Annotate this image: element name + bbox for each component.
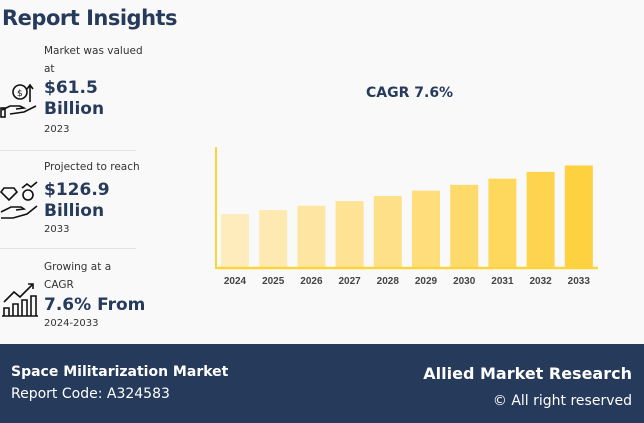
bar-2029 — [412, 190, 440, 267]
projected-value-card: Projected to reach $126.9 Billion 2033 — [0, 152, 140, 248]
copyright: © All right reserved — [492, 393, 632, 409]
x-tick-label: 2033 — [568, 276, 591, 287]
bar-2027 — [335, 201, 364, 267]
bar-2030 — [450, 184, 479, 267]
bar-2025 — [259, 210, 288, 267]
bar-2031 — [488, 178, 517, 267]
report-code: Report Code: A324583 — [11, 386, 170, 402]
x-tick-label: 2031 — [491, 276, 514, 287]
market-value-card: $ Market was valued at $61.5 Billion 202… — [0, 40, 143, 150]
card-label: Market was valued at — [44, 45, 143, 75]
card-label: Growing at a CAGR — [44, 261, 112, 291]
brand-name: Allied Market Research — [423, 364, 632, 383]
bar-2026 — [297, 205, 326, 267]
page-title: Report Insights — [2, 6, 178, 30]
bar-chart: 2024 2025 2026 2027 2028 2029 2030 2031 2032 2033 — [215, 147, 598, 287]
x-tick-label: 2027 — [338, 276, 361, 287]
card-year: 2023 — [44, 124, 70, 135]
footer: Space Militarization Market Report Code:… — [0, 344, 644, 423]
card-year: 2024-2033 — [44, 318, 99, 329]
market-name: Space Militarization Market — [11, 364, 229, 380]
card-value: $61.5 Billion — [44, 78, 105, 119]
x-tick-label: 2030 — [453, 276, 476, 287]
x-tick-label: 2029 — [415, 276, 438, 287]
card-value: 7.6% From — [44, 295, 146, 315]
hand-money-growth-icon: $ — [0, 83, 37, 118]
bar-2024 — [221, 214, 249, 267]
divider — [0, 248, 136, 249]
bar-2028 — [373, 196, 402, 267]
chart-title: CAGR 7.6% — [366, 85, 454, 101]
card-value: $126.9 Billion — [44, 180, 110, 221]
divider — [0, 150, 136, 151]
card-label: Projected to reach — [44, 161, 140, 173]
cagr-card: Growing at a CAGR 7.6% From 2024-2033 — [0, 250, 145, 340]
x-tick-label: 2026 — [300, 276, 323, 287]
svg-text:$: $ — [17, 89, 23, 99]
x-tick-label: 2024 — [224, 276, 247, 287]
x-tick-label: 2032 — [529, 276, 552, 287]
hand-diamond-icon — [0, 181, 38, 219]
bar-2033 — [564, 165, 593, 267]
x-tick-label: 2025 — [262, 276, 285, 287]
card-year: 2033 — [44, 224, 70, 235]
bar-2032 — [526, 171, 555, 267]
x-tick-label: 2028 — [377, 276, 400, 287]
bar-growth-icon — [2, 283, 38, 317]
